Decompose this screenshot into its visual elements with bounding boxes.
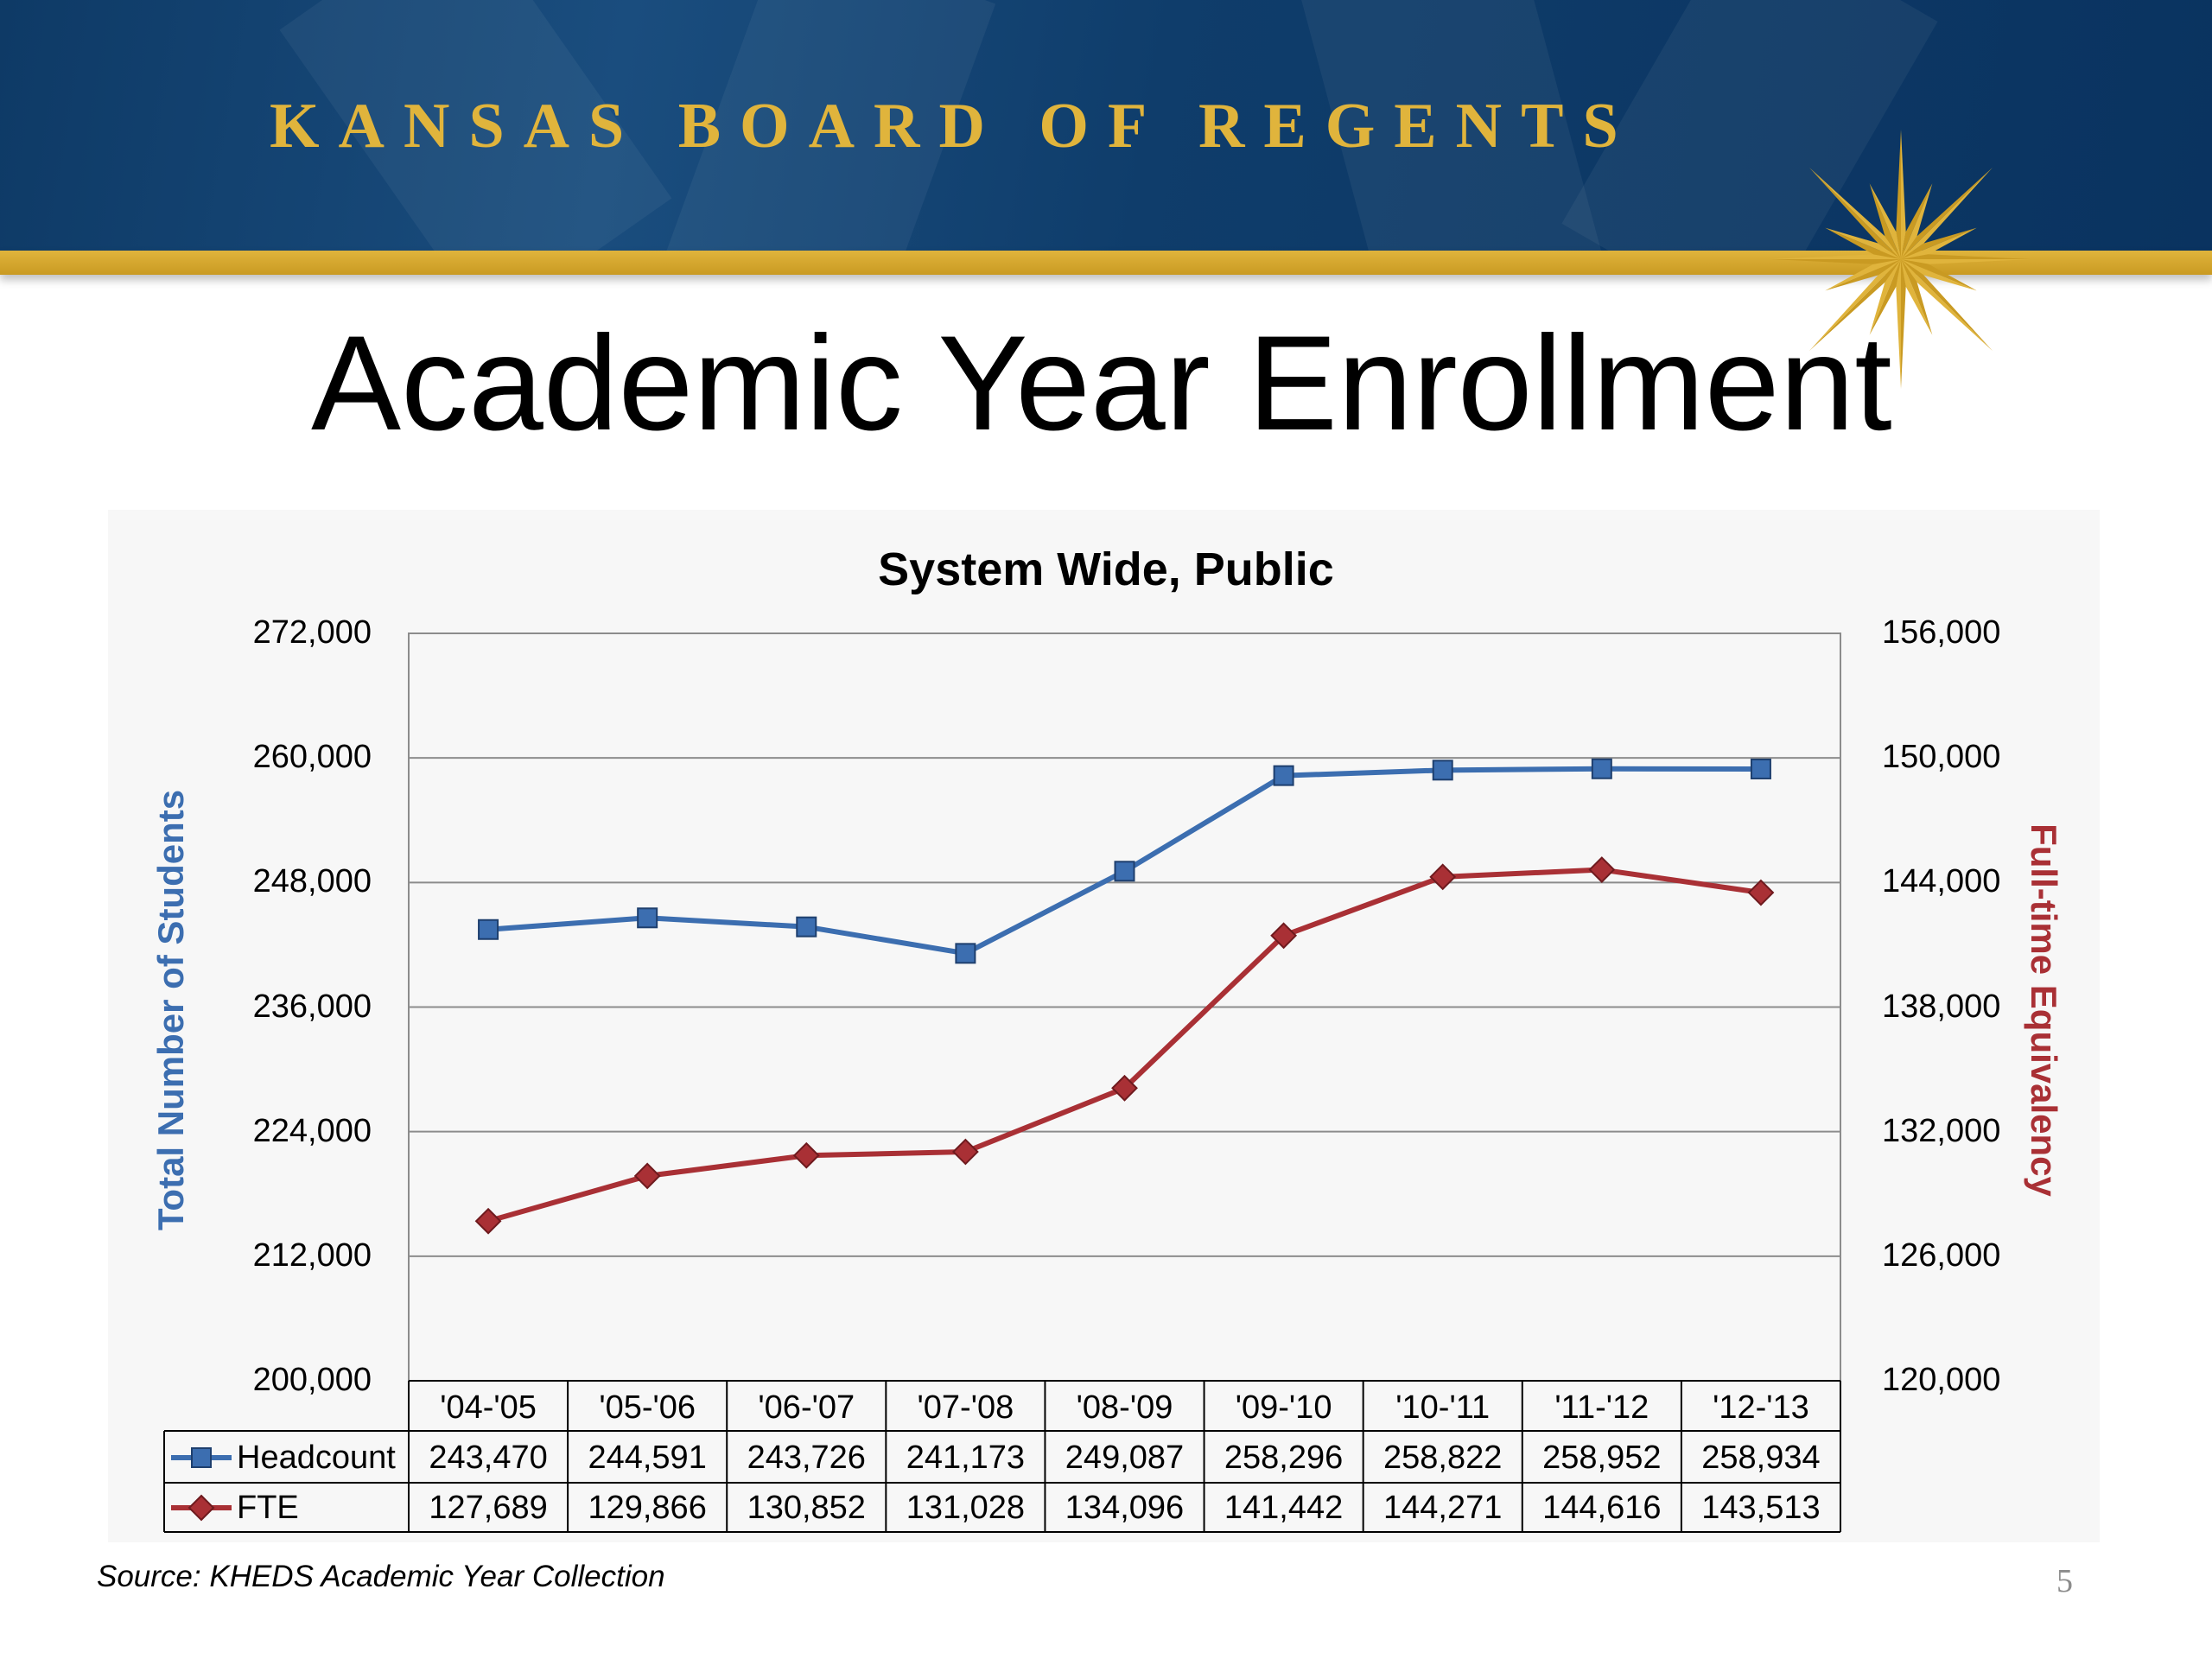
y-right-tick-label: 138,000 [1882,988,2001,1025]
data-label-headcount: 258,934 [1701,1440,1821,1476]
headcount-point [1114,861,1135,882]
data-label-headcount: 249,087 [1065,1440,1185,1476]
legend-label-headcount: Headcount [237,1440,396,1476]
data-label-headcount: 244,591 [588,1440,707,1476]
y-left-tick-label: 224,000 [252,1112,372,1149]
fte-point [1747,879,1775,906]
fte-point [1270,922,1298,950]
data-label-headcount: 258,296 [1224,1440,1344,1476]
legend-label-fte: FTE [237,1490,299,1526]
data-label-fte: 130,852 [747,1490,866,1526]
y-left-tick-label: 248,000 [252,863,372,900]
legend-marker-fte [188,1494,215,1522]
y-right-tick-label: 126,000 [1882,1236,2001,1274]
x-category-label: '08-'09 [1076,1389,1173,1426]
y-left-tick-label: 272,000 [252,614,372,651]
data-label-headcount: 243,726 [747,1440,866,1476]
x-category-label: '04-'05 [440,1389,537,1426]
y-right-tick-label: 132,000 [1882,1112,2001,1149]
data-label-fte: 141,442 [1224,1490,1344,1526]
data-label-fte: 144,616 [1542,1490,1662,1526]
fte-point [792,1141,820,1169]
fte-point [1429,863,1457,891]
y-right-tick-label: 150,000 [1882,739,2001,776]
headcount-point [637,907,658,929]
fte-point [633,1162,661,1190]
data-label-headcount: 258,952 [1542,1440,1662,1476]
headcount-point [1750,758,1771,779]
data-label-headcount: 258,822 [1383,1440,1503,1476]
headcount-point [796,916,817,938]
fte-point [1588,856,1616,883]
x-category-label: '05-'06 [599,1389,696,1426]
headcount-point [478,918,499,940]
data-label-fte: 134,096 [1065,1490,1185,1526]
data-label-fte: 129,866 [588,1490,707,1526]
y-right-tick-label: 120,000 [1882,1362,2001,1398]
star-logo-icon [1771,130,2031,389]
series-line-fte [487,867,1762,1224]
headcount-point [955,943,976,964]
y-right-tick-label: 144,000 [1882,863,2001,900]
y-left-tick-label: 236,000 [252,988,372,1025]
headcount-point [1591,758,1612,779]
x-category-label: '07-'08 [917,1389,1014,1426]
chart-panel [108,510,2100,1542]
y-left-tick-label: 260,000 [252,739,372,776]
legend-marker-headcount [191,1447,212,1468]
chart-title: System Wide, Public [878,543,1334,595]
headcount-point [1432,760,1453,781]
y-left-tick-label: 200,000 [252,1362,372,1398]
fte-point [1111,1074,1138,1102]
y-left-tick-label: 212,000 [252,1236,372,1274]
headcount-point [1273,765,1294,786]
brand-name: KANSAS BOARD OF REGENTS [270,91,1637,162]
x-category-label: '11-'12 [1554,1389,1649,1426]
data-label-fte: 131,028 [906,1490,1026,1526]
header-banner [0,0,2212,251]
data-label-fte: 144,271 [1383,1490,1503,1526]
data-label-fte: 143,513 [1701,1490,1821,1526]
y-right-tick-label: 156,000 [1882,614,2001,651]
x-category-label: '09-'10 [1235,1389,1332,1426]
x-category-label: '10-'11 [1395,1389,1491,1426]
data-label-headcount: 241,173 [906,1440,1026,1476]
data-label-fte: 127,689 [429,1490,548,1526]
fte-point [474,1207,502,1235]
slide-title: Academic Year Enrollment [311,308,1892,459]
x-category-label: '12-'13 [1713,1389,1809,1426]
page-number: 5 [2056,1563,2073,1599]
x-category-label: '06-'07 [758,1389,855,1426]
source-note: Source: KHEDS Academic Year Collection [97,1560,665,1593]
data-label-headcount: 243,470 [429,1440,548,1476]
fte-point [951,1138,979,1166]
